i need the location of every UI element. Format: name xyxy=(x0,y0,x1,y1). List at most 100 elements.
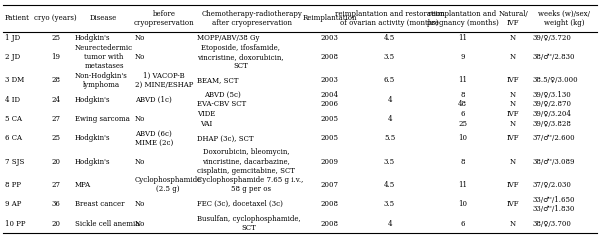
Text: DHAP (3c), SCT: DHAP (3c), SCT xyxy=(197,134,254,142)
Text: 39/♀/3.130
39/♀/2.870: 39/♀/3.130 39/♀/2.870 xyxy=(533,91,572,108)
Text: 39/♀/3.204
39/♀/3.828: 39/♀/3.204 39/♀/3.828 xyxy=(533,110,571,128)
Text: 24: 24 xyxy=(51,96,60,104)
Text: reimplantation and
pregnancy (months): reimplantation and pregnancy (months) xyxy=(427,10,499,27)
Text: 2008: 2008 xyxy=(320,53,338,61)
Text: IVF: IVF xyxy=(507,200,520,208)
Text: 39/♀/3.720: 39/♀/3.720 xyxy=(533,34,571,42)
Text: 7 SJS: 7 SJS xyxy=(5,158,24,166)
Text: ABVD (1c): ABVD (1c) xyxy=(134,96,171,104)
Text: 37/♂ᶜ/2.600: 37/♂ᶜ/2.600 xyxy=(533,134,575,142)
Text: ABVD (5c)
EVA-CBV SCT: ABVD (5c) EVA-CBV SCT xyxy=(197,91,247,108)
Text: MPA: MPA xyxy=(75,181,91,189)
Text: 28: 28 xyxy=(51,76,60,84)
Text: 6 CA: 6 CA xyxy=(5,134,22,142)
Text: Patient: Patient xyxy=(5,14,29,22)
Text: 2003: 2003 xyxy=(320,76,338,84)
Text: 6.5: 6.5 xyxy=(384,76,395,84)
Text: 19: 19 xyxy=(51,53,60,61)
Text: 20: 20 xyxy=(51,220,60,228)
Text: 8: 8 xyxy=(460,158,465,166)
Text: 10: 10 xyxy=(458,134,467,142)
Text: 38/♂ᶜ/2.830: 38/♂ᶜ/2.830 xyxy=(533,53,575,61)
Text: 6
25: 6 25 xyxy=(458,110,467,128)
Text: 4.5: 4.5 xyxy=(384,181,395,189)
Text: 2003: 2003 xyxy=(320,34,338,42)
Text: 2 JD: 2 JD xyxy=(5,53,20,61)
Text: 5.5: 5.5 xyxy=(384,134,395,142)
Text: BEAM, SCT: BEAM, SCT xyxy=(197,76,239,84)
Text: 4: 4 xyxy=(387,220,392,228)
Text: 27: 27 xyxy=(51,181,60,189)
Text: 1) VACOP-B
2) MINE/ESHAP: 1) VACOP-B 2) MINE/ESHAP xyxy=(134,72,193,89)
Text: Hodgkin's: Hodgkin's xyxy=(75,96,110,104)
Text: 6: 6 xyxy=(460,220,465,228)
Text: 38/♀/3.700: 38/♀/3.700 xyxy=(533,220,571,228)
Text: Cyclophosphamide
(2.5 g): Cyclophosphamide (2.5 g) xyxy=(134,176,202,193)
Text: 2008: 2008 xyxy=(320,220,338,228)
Text: ABVD (6c)
MIME (2c): ABVD (6c) MIME (2c) xyxy=(134,130,173,147)
Text: 8 PP: 8 PP xyxy=(5,181,21,189)
Text: 3 DM: 3 DM xyxy=(5,76,24,84)
Text: 2005: 2005 xyxy=(320,115,338,123)
Text: N: N xyxy=(510,220,516,228)
Text: Etoposide, ifosfamide,
vincristine, doxorubicin,
SCT: Etoposide, ifosfamide, vincristine, doxo… xyxy=(197,44,284,70)
Text: 4: 4 xyxy=(387,96,392,104)
Text: Neurectedermic
tumor with
metastases: Neurectedermic tumor with metastases xyxy=(75,44,133,70)
Text: 37/♀/2.030: 37/♀/2.030 xyxy=(533,181,571,189)
Text: 10 PP: 10 PP xyxy=(5,220,25,228)
Text: No: No xyxy=(134,220,145,228)
Text: 1 JD: 1 JD xyxy=(5,34,20,42)
Text: 9: 9 xyxy=(460,53,465,61)
Text: 4: 4 xyxy=(387,115,392,123)
Text: Sickle cell anemia: Sickle cell anemia xyxy=(75,220,140,228)
Text: IVF
N: IVF N xyxy=(507,110,520,128)
Text: Natural/
IVF: Natural/ IVF xyxy=(499,10,528,27)
Text: N: N xyxy=(510,34,516,42)
Text: Doxorubicin, bleomycin,
vincristine, dacarbazine,
cisplatin, gemcitabine, SCT: Doxorubicin, bleomycin, vincristine, dac… xyxy=(197,149,295,175)
Text: 10: 10 xyxy=(458,200,467,208)
Text: Hodgkin's: Hodgkin's xyxy=(75,34,110,42)
Text: Hodgkin's: Hodgkin's xyxy=(75,158,110,166)
Text: Reimplantation: Reimplantation xyxy=(302,14,356,22)
Text: Chemotherapy-radiotherapy
after cryopreservation: Chemotherapy-radiotherapy after cryopres… xyxy=(202,10,303,27)
Text: MOPP/ABV/38 Gy: MOPP/ABV/38 Gy xyxy=(197,34,260,42)
Text: weeks (w)/sex/
weight (kg): weeks (w)/sex/ weight (kg) xyxy=(538,10,590,27)
Text: before
cryopreservation: before cryopreservation xyxy=(134,10,194,27)
Text: No: No xyxy=(134,158,145,166)
Text: 3.5: 3.5 xyxy=(384,53,395,61)
Text: 20: 20 xyxy=(51,158,60,166)
Text: cryo (years): cryo (years) xyxy=(34,14,77,22)
Text: No: No xyxy=(134,115,145,123)
Text: N: N xyxy=(510,53,516,61)
Text: 27: 27 xyxy=(51,115,60,123)
Text: Disease: Disease xyxy=(89,14,116,22)
Text: 38.5/♀/3.000: 38.5/♀/3.000 xyxy=(533,76,578,84)
Text: IVF: IVF xyxy=(507,76,520,84)
Text: No: No xyxy=(134,200,145,208)
Text: Non-Hodgkin's
lymphoma: Non-Hodgkin's lymphoma xyxy=(75,72,128,89)
Text: reimplantation and restoration
of ovarian activity (months): reimplantation and restoration of ovaria… xyxy=(335,10,445,27)
Text: 2008: 2008 xyxy=(320,200,338,208)
Text: 4 ID: 4 ID xyxy=(5,96,20,104)
Text: N: N xyxy=(510,158,516,166)
Text: 2004
2006: 2004 2006 xyxy=(320,91,338,108)
Text: 3.5: 3.5 xyxy=(384,200,395,208)
Text: 11: 11 xyxy=(458,76,467,84)
Text: IVF: IVF xyxy=(507,181,520,189)
Text: 8
48: 8 48 xyxy=(458,91,467,108)
Text: Cyclophosphamide 7.65 g i.v.,
58 g per os: Cyclophosphamide 7.65 g i.v., 58 g per o… xyxy=(197,176,304,193)
Text: 11: 11 xyxy=(458,34,467,42)
Text: 2009: 2009 xyxy=(320,158,338,166)
Text: 3.5: 3.5 xyxy=(384,158,395,166)
Text: N
N: N N xyxy=(510,91,516,108)
Text: 2005: 2005 xyxy=(320,134,338,142)
Text: 4.5: 4.5 xyxy=(384,34,395,42)
Text: Busulfan, cyclophosphamide,
SCT: Busulfan, cyclophosphamide, SCT xyxy=(197,215,301,232)
Text: FEC (3c), docetaxel (3c): FEC (3c), docetaxel (3c) xyxy=(197,200,283,208)
Text: 9 AP: 9 AP xyxy=(5,200,21,208)
Text: Hodgkin's: Hodgkin's xyxy=(75,134,110,142)
Text: 33/♂ᶜ/1.650
33/♂ᶜ/1.830: 33/♂ᶜ/1.650 33/♂ᶜ/1.830 xyxy=(533,196,575,213)
Text: Breast cancer: Breast cancer xyxy=(75,200,125,208)
Text: IVF: IVF xyxy=(507,134,520,142)
Text: 25: 25 xyxy=(51,134,60,142)
